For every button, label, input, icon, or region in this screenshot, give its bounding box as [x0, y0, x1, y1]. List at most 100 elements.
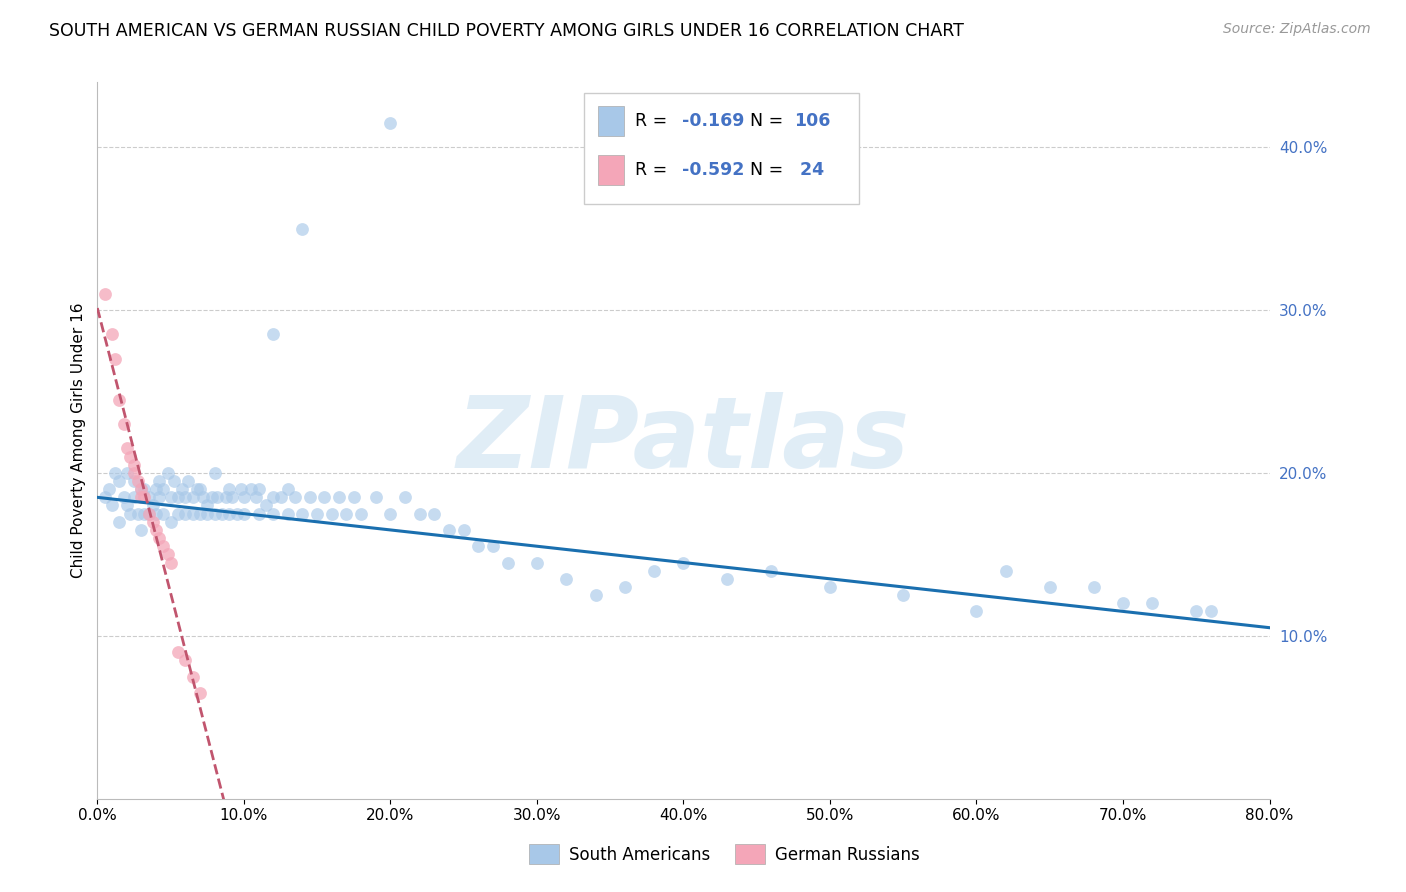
Point: [122, 491, 145, 505]
Point: [496, 556, 519, 570]
Point: [142, 499, 165, 513]
Point: [204, 507, 226, 521]
Point: [240, 482, 263, 496]
Point: [1199, 604, 1222, 618]
Point: [643, 564, 665, 578]
Point: [207, 491, 229, 505]
Point: [526, 556, 548, 570]
Point: [394, 491, 416, 505]
Point: [314, 491, 336, 505]
Point: [181, 507, 204, 521]
Point: [131, 491, 153, 505]
Point: [131, 523, 153, 537]
FancyBboxPatch shape: [598, 155, 624, 186]
Text: -0.169: -0.169: [682, 112, 745, 130]
Point: [277, 482, 299, 496]
Point: [453, 523, 475, 537]
Point: [262, 507, 284, 521]
Point: [247, 482, 270, 496]
Point: [159, 556, 181, 570]
Text: N =: N =: [751, 161, 789, 179]
Point: [115, 466, 138, 480]
Point: [409, 507, 432, 521]
Point: [291, 221, 314, 235]
Point: [555, 572, 578, 586]
Point: [966, 604, 988, 618]
Text: Source: ZipAtlas.com: Source: ZipAtlas.com: [1223, 22, 1371, 37]
Point: [101, 327, 124, 342]
Point: [1185, 604, 1208, 618]
Point: [104, 466, 127, 480]
Point: [145, 523, 167, 537]
Point: [270, 491, 292, 505]
Point: [172, 482, 194, 496]
Point: [122, 466, 145, 480]
Point: [145, 507, 167, 521]
Point: [108, 515, 131, 529]
Point: [186, 482, 208, 496]
Text: N =: N =: [751, 112, 789, 130]
Point: [174, 507, 197, 521]
Point: [195, 499, 218, 513]
Point: [138, 507, 160, 521]
Point: [138, 507, 160, 521]
Point: [277, 507, 299, 521]
Point: [613, 580, 636, 594]
Text: 24: 24: [793, 161, 824, 179]
Point: [134, 482, 156, 496]
Point: [262, 327, 284, 342]
Point: [98, 482, 121, 496]
Point: [188, 507, 211, 521]
Point: [159, 491, 181, 505]
Point: [93, 491, 115, 505]
Y-axis label: Child Poverty Among Girls Under 16: Child Poverty Among Girls Under 16: [72, 302, 86, 578]
Point: [101, 499, 124, 513]
Point: [380, 507, 402, 521]
Point: [1039, 580, 1062, 594]
Point: [1083, 580, 1105, 594]
Legend: South Americans, German Russians: South Americans, German Russians: [522, 838, 927, 871]
Point: [423, 507, 446, 521]
Point: [221, 491, 243, 505]
Point: [152, 482, 174, 496]
Point: [174, 653, 197, 667]
Point: [195, 507, 218, 521]
Point: [142, 515, 165, 529]
FancyBboxPatch shape: [598, 106, 624, 136]
Point: [994, 564, 1017, 578]
Point: [191, 491, 214, 505]
Point: [284, 491, 307, 505]
Point: [134, 507, 156, 521]
Point: [181, 491, 204, 505]
Point: [891, 588, 914, 602]
Point: [232, 491, 254, 505]
Text: ZIPatlas: ZIPatlas: [457, 392, 910, 489]
Point: [115, 442, 138, 456]
Point: [211, 507, 233, 521]
Point: [177, 474, 200, 488]
Point: [1112, 596, 1135, 610]
Point: [232, 507, 254, 521]
Point: [162, 474, 184, 488]
Point: [262, 491, 284, 505]
Point: [245, 491, 267, 505]
Point: [229, 482, 252, 496]
Point: [134, 491, 156, 505]
Point: [108, 392, 131, 407]
Point: [148, 531, 170, 545]
Point: [104, 351, 127, 366]
Point: [122, 458, 145, 472]
Point: [215, 491, 238, 505]
Point: [343, 491, 366, 505]
Point: [156, 547, 179, 561]
Point: [204, 466, 226, 480]
Point: [174, 491, 197, 505]
Point: [672, 556, 695, 570]
Point: [138, 491, 160, 505]
Point: [225, 507, 247, 521]
Point: [307, 507, 329, 521]
Point: [585, 588, 607, 602]
Point: [131, 482, 153, 496]
Point: [122, 474, 145, 488]
Point: [156, 466, 179, 480]
